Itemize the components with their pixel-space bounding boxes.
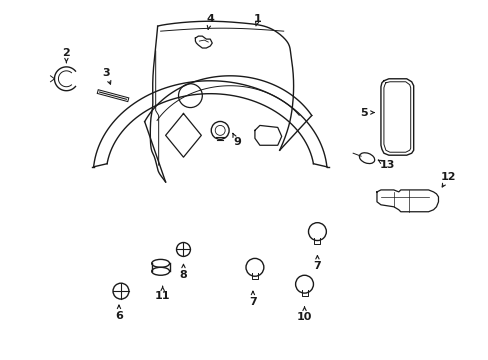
Text: 7: 7 xyxy=(313,261,321,271)
Text: 7: 7 xyxy=(248,297,256,307)
Text: 13: 13 xyxy=(378,160,394,170)
Text: 5: 5 xyxy=(360,108,367,117)
Text: 6: 6 xyxy=(115,311,122,321)
Text: 11: 11 xyxy=(155,291,170,301)
Text: 3: 3 xyxy=(102,68,110,78)
Text: 10: 10 xyxy=(296,312,311,322)
Text: 2: 2 xyxy=(62,48,70,58)
Text: 4: 4 xyxy=(206,14,214,24)
Text: 1: 1 xyxy=(253,14,261,24)
Text: 9: 9 xyxy=(233,137,241,147)
Text: 12: 12 xyxy=(440,172,455,182)
Text: 8: 8 xyxy=(179,270,187,280)
